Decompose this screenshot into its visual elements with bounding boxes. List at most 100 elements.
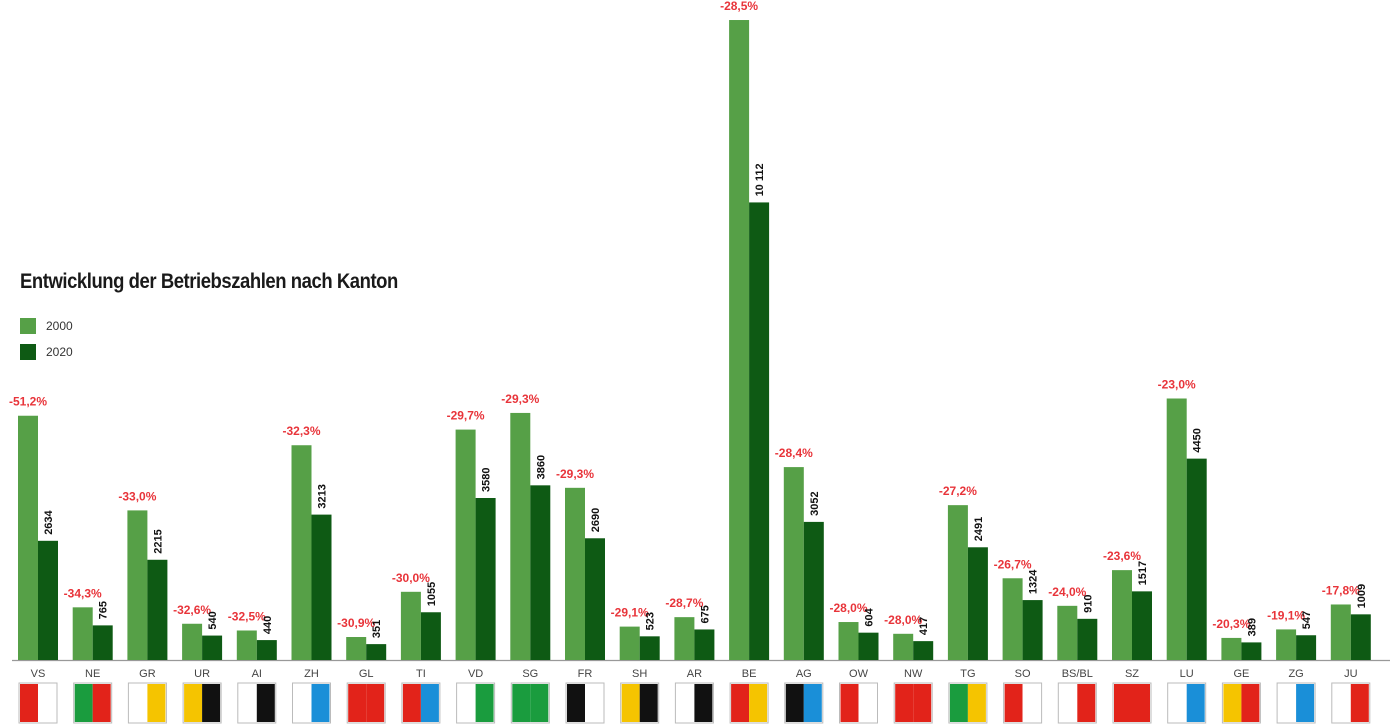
bar-2020-FR [585, 538, 605, 660]
pct-label-BE: -28,5% [720, 0, 758, 13]
bar-2020-GR [147, 559, 168, 660]
bar-2020-AI [256, 640, 277, 660]
flag-AR-right [694, 684, 713, 722]
pct-label-JU: -17,8% [1322, 583, 1360, 597]
pct-label-NW: -28,0% [884, 613, 922, 627]
value-label-AR: 675 [699, 605, 711, 623]
flag-SG-left [512, 684, 531, 722]
category-label-FR: FR [578, 668, 593, 680]
value-label-SH: 523 [645, 612, 657, 630]
flag-GL-left [348, 684, 367, 722]
pct-label-FR: -29,3% [556, 467, 594, 481]
bar-2020-GE [1241, 642, 1262, 660]
flag-ZG-right [1296, 684, 1315, 722]
bar-2020-NE [92, 625, 113, 660]
flag-ZH-right [311, 684, 330, 722]
flag-BS/BL-right [1077, 684, 1096, 722]
bar-2000-SH [619, 626, 640, 660]
flag-LU-left [1168, 684, 1187, 722]
bar-2020-AG [803, 521, 824, 660]
category-label-BS/BL: BS/BL [1062, 668, 1093, 680]
flag-SZ-left [1114, 684, 1132, 722]
category-label-SZ: SZ [1125, 668, 1139, 680]
category-label-GE: GE [1233, 668, 1249, 680]
value-label-TI: 1055 [426, 582, 438, 606]
bar-2020-BE [749, 202, 770, 661]
bar-2000-GE [1221, 637, 1242, 660]
pct-label-VS: -51,2% [9, 395, 47, 409]
category-label-OW: OW [849, 668, 869, 680]
flag-FR-left [567, 684, 585, 722]
flag-GE-right [1241, 684, 1260, 722]
flag-ZH-left [293, 684, 312, 722]
pct-label-VD: -29,7% [447, 409, 485, 423]
bar-2000-TI [400, 591, 421, 660]
legend-item-2020: 2020 [20, 344, 73, 360]
flag-SH-right [639, 684, 658, 722]
bar-2020-NW [913, 641, 934, 660]
bar-2000-SG [510, 412, 531, 660]
flag-GL-right [366, 684, 385, 722]
flag-JU-right [1350, 684, 1369, 722]
bar-2000-AR [674, 617, 695, 660]
bar-2020-OW [858, 632, 879, 660]
pct-label-UR: -32,6% [173, 603, 211, 617]
value-label-GL: 351 [371, 620, 383, 638]
value-label-SO: 1324 [1028, 569, 1040, 594]
flag-AG-left [785, 684, 804, 722]
bar-2020-VD [475, 498, 496, 660]
bar-2000-ZG [1276, 629, 1297, 660]
bar-2020-ZG [1296, 635, 1317, 660]
value-label-SZ: 1517 [1137, 561, 1149, 585]
bar-2000-FR [565, 487, 585, 660]
value-label-BE: 10 112 [754, 163, 766, 196]
bar-2000-VD [455, 429, 476, 660]
bar-2000-AI [236, 630, 257, 660]
value-label-BS/BL: 910 [1082, 594, 1094, 612]
value-label-NE: 765 [98, 601, 110, 619]
bar-2020-AR [694, 629, 715, 660]
pct-label-AI: -32,5% [228, 609, 266, 623]
pct-label-AR: -28,7% [665, 596, 703, 610]
category-label-SO: SO [1015, 668, 1031, 680]
bar-2020-UR [202, 635, 223, 660]
bar-2020-JU [1350, 614, 1371, 660]
pct-label-LU: -23,0% [1158, 377, 1196, 391]
category-label-SG: SG [522, 668, 538, 680]
pct-label-GL: -30,9% [337, 616, 375, 630]
bar-2020-SH [639, 636, 660, 660]
bar-2020-SZ [1132, 591, 1152, 660]
value-label-VS: 2634 [43, 509, 55, 534]
bar-2000-VS [18, 415, 38, 660]
bar-2000-JU [1330, 604, 1351, 660]
flag-GE-left [1223, 684, 1242, 722]
bar-2000-OW [838, 622, 859, 660]
pct-label-GE: -20,3% [1212, 617, 1250, 631]
flag-SG-right [530, 684, 549, 722]
category-label-GL: GL [359, 668, 374, 680]
flag-SO-right [1022, 684, 1041, 722]
flag-BE-left [731, 684, 750, 722]
flag-NE-right [92, 684, 111, 722]
value-label-ZG: 547 [1301, 611, 1313, 629]
legend-swatch-2000 [20, 318, 36, 334]
pct-label-SO: -26,7% [994, 557, 1032, 571]
flag-AG-right [803, 684, 822, 722]
category-label-JU: JU [1344, 668, 1358, 680]
flag-NE-left [74, 684, 93, 722]
pct-label-OW: -28,0% [829, 601, 867, 615]
value-label-AG: 3052 [809, 491, 821, 515]
pct-label-SZ: -23,6% [1103, 549, 1141, 563]
flag-VS-left [20, 684, 38, 722]
flag-TG-right [967, 684, 986, 722]
flag-NW-right [913, 684, 932, 722]
chart-title: Entwicklung der Betriebszahlen nach Kant… [20, 270, 398, 293]
bar-2020-BS/BL [1077, 618, 1098, 660]
category-label-ZH: ZH [304, 668, 319, 680]
value-label-FR: 2690 [590, 508, 602, 532]
flag-VD-left [457, 684, 476, 722]
category-label-AG: AG [796, 668, 812, 680]
flag-AR-left [676, 684, 695, 722]
category-label-NW: NW [904, 668, 923, 680]
